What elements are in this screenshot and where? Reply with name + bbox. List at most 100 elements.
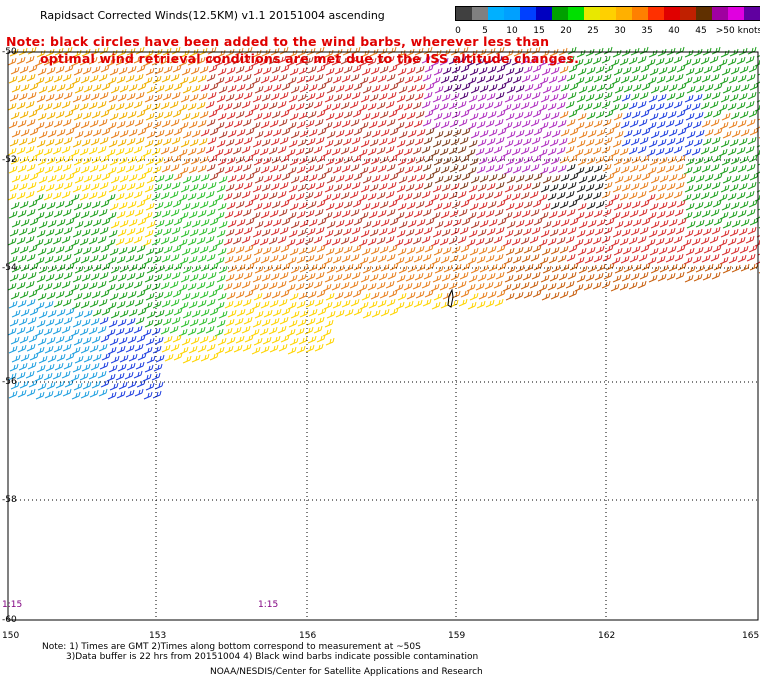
wind-barb — [182, 355, 192, 364]
wind-barb — [647, 211, 657, 220]
wind-barb — [331, 57, 341, 66]
wind-barb — [718, 103, 728, 112]
wind-barb — [8, 120, 18, 129]
wind-barb — [243, 271, 253, 280]
wind-barb — [638, 163, 648, 172]
wind-barb — [667, 245, 677, 254]
wind-barb — [218, 265, 228, 274]
wind-barb — [565, 145, 575, 154]
wind-barb — [182, 85, 192, 94]
wind-barb — [506, 265, 516, 274]
lat-label: -52 — [2, 155, 17, 165]
wind-barb — [713, 127, 723, 136]
wind-barb — [252, 94, 262, 103]
wind-barb — [398, 130, 408, 139]
wind-barb — [226, 111, 236, 120]
wind-barb — [550, 111, 560, 120]
wind-barb — [110, 220, 120, 229]
wind-barb — [217, 337, 227, 346]
wind-barb — [737, 254, 747, 263]
wind-barb — [242, 208, 252, 217]
wind-barb — [136, 334, 146, 343]
wind-barb — [416, 83, 426, 92]
wind-barb — [676, 244, 686, 253]
wind-barb — [8, 390, 18, 399]
wind-barb — [199, 290, 209, 299]
wind-barb — [27, 136, 37, 145]
wind-barb — [747, 136, 757, 145]
wind-barb — [442, 201, 452, 210]
wind-barb — [54, 317, 64, 326]
wind-barb — [17, 74, 27, 83]
wind-barb — [692, 75, 702, 84]
wind-barb — [63, 136, 73, 145]
wind-barb — [146, 220, 156, 229]
wind-barb — [252, 139, 262, 148]
wind-barb — [377, 299, 387, 308]
wind-barb — [738, 182, 748, 191]
wind-barb — [142, 58, 152, 67]
wind-barb — [281, 307, 291, 316]
wind-barb — [693, 273, 703, 282]
chart-title: Rapidsact Corrected Winds(12.5KM) v1.1 2… — [40, 9, 385, 22]
wind-barb — [190, 336, 200, 345]
wind-barb — [686, 265, 696, 274]
wind-barb — [179, 166, 189, 175]
wind-barb — [730, 201, 740, 210]
wind-barb — [532, 289, 542, 298]
wind-barb — [485, 254, 495, 263]
wind-barb — [524, 173, 534, 182]
wind-barb — [216, 139, 226, 148]
wind-barb — [326, 310, 336, 319]
wind-barb — [35, 346, 45, 355]
wind-barb — [209, 127, 219, 136]
wind-barb — [254, 175, 264, 184]
wind-barb — [632, 128, 642, 137]
wind-barb — [457, 55, 467, 64]
wind-barb — [587, 219, 597, 228]
wind-barb — [189, 93, 199, 102]
wind-barb — [430, 148, 440, 157]
wind-barb — [576, 139, 586, 148]
wind-barb — [55, 110, 65, 119]
wind-barb — [107, 346, 117, 355]
wind-barb — [658, 66, 668, 75]
wind-barb — [115, 327, 125, 336]
wind-barb — [574, 193, 584, 202]
wind-barb — [721, 112, 731, 121]
wind-barb — [352, 64, 362, 73]
wind-barb — [288, 94, 298, 103]
wind-barb — [128, 308, 138, 317]
wind-barb — [215, 211, 225, 220]
wind-barb — [110, 265, 120, 274]
wind-barb — [703, 245, 713, 254]
wind-barb — [457, 100, 467, 109]
wind-barb — [164, 83, 174, 92]
wind-barb — [405, 273, 415, 282]
wind-barb — [368, 75, 378, 84]
wind-barb — [594, 137, 604, 146]
wind-barb — [44, 165, 54, 174]
wind-barb — [89, 299, 99, 308]
wind-barb — [270, 137, 280, 146]
wind-barb — [712, 244, 722, 253]
wind-barb — [369, 93, 379, 102]
wind-barb — [322, 238, 332, 247]
wind-barb — [484, 56, 494, 65]
wind-barb — [344, 128, 354, 137]
wind-barb — [143, 301, 153, 310]
wind-barb — [241, 100, 251, 109]
wind-barb — [736, 56, 746, 65]
wind-barb — [559, 245, 569, 254]
wind-barb — [648, 184, 658, 193]
wind-barb — [109, 157, 119, 166]
wind-barb — [29, 352, 39, 361]
wind-barb — [64, 334, 74, 343]
wind-barb — [729, 138, 739, 147]
wind-barb — [308, 83, 318, 92]
wind-barb — [658, 246, 668, 255]
wind-barb — [163, 110, 173, 119]
wind-barb — [667, 65, 677, 74]
wind-barb — [412, 146, 422, 155]
wind-barb — [386, 253, 396, 262]
